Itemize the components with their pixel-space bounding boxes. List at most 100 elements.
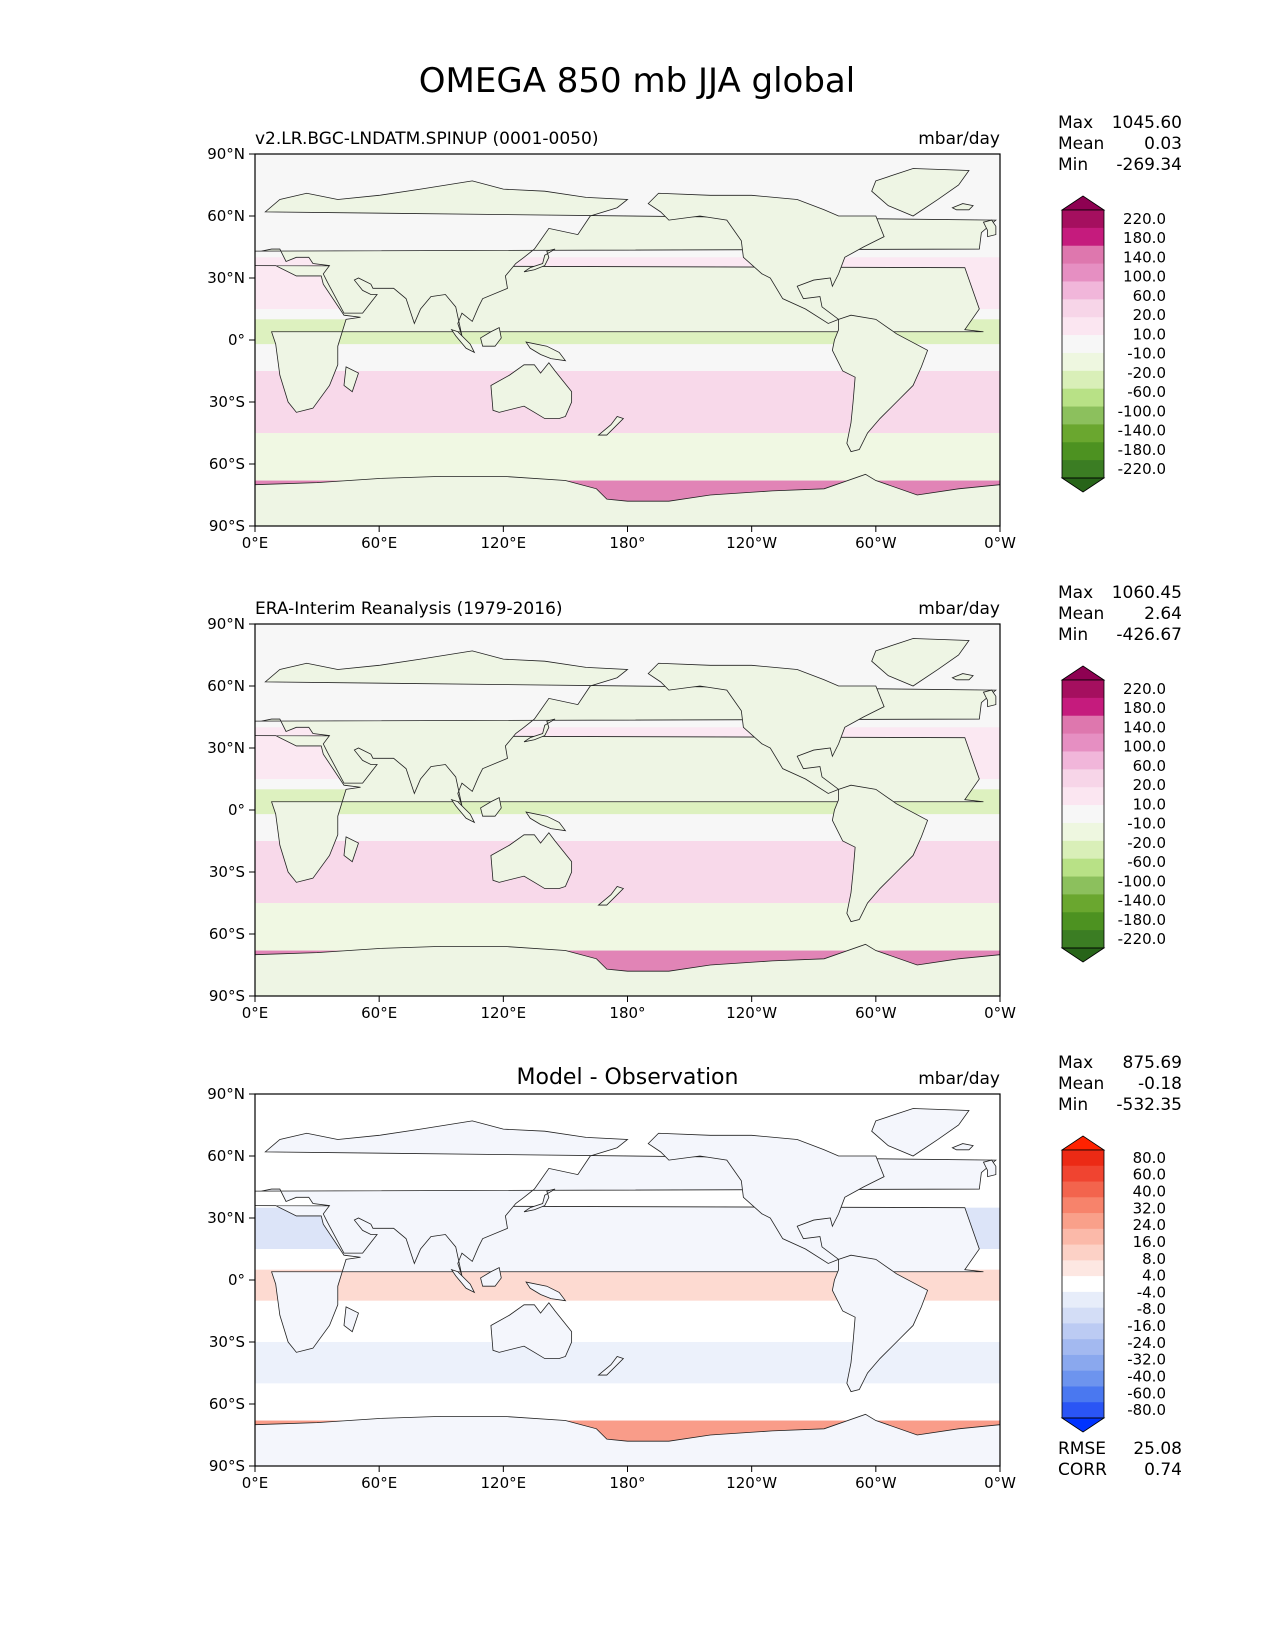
coastline (831, 314, 929, 453)
stat-label: Min (1058, 155, 1088, 175)
coastline (597, 1355, 625, 1376)
coastline (480, 327, 502, 347)
colorbar-segment (1062, 406, 1104, 425)
colorbar-extend-min (1060, 947, 1106, 963)
colorbar-segment (1062, 787, 1104, 806)
stat-value: 0.74 (1144, 1460, 1182, 1480)
colorbar-tick-label: -80.0 (1127, 1401, 1166, 1419)
stat-value: 2.64 (1144, 604, 1182, 624)
colorbar-tick-label: 32.0 (1133, 1199, 1166, 1217)
y-tick-label: 30°S (209, 1333, 245, 1351)
coastline (450, 328, 476, 354)
colorbar-segment (1062, 751, 1104, 770)
colorbar-segment (1062, 460, 1104, 479)
x-tick-label: 0°W (984, 1004, 1016, 1022)
coastline (831, 784, 929, 923)
colorbar-tick-label: 4.0 (1142, 1267, 1166, 1285)
colorbar-segment (1062, 299, 1104, 318)
stat-label: Mean (1058, 134, 1104, 154)
colorbar-segment (1062, 1291, 1104, 1309)
colorbar-segment (1062, 912, 1104, 931)
y-tick-label: 90°S (209, 1457, 245, 1475)
colorbar-tick-label: -20.0 (1127, 834, 1166, 852)
stat-value: 25.08 (1133, 1439, 1182, 1459)
colorbar-segment (1062, 1228, 1104, 1246)
panel-title: ERA-Interim Reanalysis (1979-2016) (255, 599, 563, 619)
panel-units: mbar/day (918, 599, 1000, 619)
colorbar-extend-min (1060, 477, 1106, 493)
stat-label: Min (1058, 1095, 1088, 1115)
coastline (450, 798, 476, 824)
x-tick-label: 180° (609, 534, 645, 552)
coastline (525, 811, 567, 832)
colorbar-tick-label: 140.0 (1123, 248, 1166, 266)
stat-label: Max (1058, 1053, 1093, 1073)
stat-value: -532.35 (1116, 1095, 1182, 1115)
coastline (343, 1306, 359, 1333)
coastline (523, 248, 556, 273)
coastline (982, 1159, 997, 1178)
colorbar-segment (1062, 424, 1104, 443)
colorbar-tick-label: -60.0 (1127, 1384, 1166, 1402)
y-tick-label: 90°S (209, 517, 245, 535)
coastline (343, 366, 359, 393)
colorbar-segment (1062, 352, 1104, 372)
stat-value: 1060.45 (1112, 583, 1182, 603)
colorbar-tick-label: -8.0 (1137, 1300, 1166, 1318)
colorbar-tick-label: -220.0 (1118, 930, 1166, 948)
y-tick-label: 90°N (207, 145, 245, 163)
colorbar-segment (1062, 1370, 1104, 1387)
coastline (255, 943, 1000, 996)
colorbar-segment (1062, 1354, 1104, 1372)
colorbar-segment (1062, 1181, 1104, 1198)
stat-label: Max (1058, 113, 1093, 133)
map-field (255, 624, 1000, 996)
colorbar-segment (1062, 876, 1104, 895)
colorbar-tick-label: -40.0 (1127, 1367, 1166, 1385)
panel-title: Model - Observation (517, 1065, 739, 1090)
colorbar-tick-label: -4.0 (1137, 1283, 1166, 1301)
colorbar-segment (1062, 697, 1104, 717)
colorbar-tick-label: 20.0 (1133, 306, 1166, 324)
stat-value: 1045.60 (1112, 113, 1182, 133)
x-tick-label: 60°W (855, 534, 897, 552)
colorbar-tick-label: -32.0 (1127, 1351, 1166, 1369)
coastline (490, 1302, 573, 1359)
colorbar-tick-label: -60.0 (1127, 853, 1166, 871)
colorbar-tick-label: 100.0 (1123, 268, 1166, 286)
coastline (523, 1188, 556, 1213)
coastline (871, 638, 970, 687)
colorbar-segment (1062, 858, 1104, 878)
colorbar-segment (1062, 1276, 1104, 1293)
y-tick-label: 60°N (207, 1147, 245, 1165)
colorbar-tick-label: -60.0 (1127, 383, 1166, 401)
coastline (480, 797, 502, 817)
panel-units: mbar/day (918, 129, 1000, 149)
colorbar-tick-label: 10.0 (1133, 795, 1166, 813)
y-tick-label: 30°S (209, 863, 245, 881)
x-tick-label: 120°W (726, 1004, 777, 1022)
colorbar-segment (1062, 822, 1104, 842)
y-tick-label: 60°S (209, 925, 245, 943)
coastline (871, 1108, 970, 1157)
panel-units: mbar/day (918, 1069, 1000, 1089)
x-tick-label: 120°W (726, 1474, 777, 1492)
stat-label: Min (1058, 625, 1088, 645)
stat-value: -269.34 (1116, 155, 1182, 175)
colorbar-segment (1062, 930, 1104, 949)
colorbar: 80.060.040.032.024.016.08.04.0-4.0-8.0-1… (1060, 1135, 1166, 1433)
colorbar-tick-label: 40.0 (1133, 1183, 1166, 1201)
stat-label: RMSE (1058, 1439, 1106, 1459)
stat-value: 0.03 (1144, 134, 1182, 154)
coastline (982, 219, 997, 238)
x-tick-label: 60°W (855, 1004, 897, 1022)
colorbar-tick-label: 80.0 (1133, 1149, 1166, 1167)
coastline (450, 1268, 476, 1294)
colorbar-segment (1062, 210, 1104, 229)
panels: 0°E 60°E 120°E 180° 120°W 60°W 0°W 90°N 60°N 30°N… (207, 113, 1182, 1492)
x-tick-label: 60°E (361, 1004, 397, 1022)
colorbar-segment (1062, 1260, 1104, 1277)
colorbar-segment (1062, 1402, 1104, 1419)
stat-label: CORR (1058, 1460, 1107, 1480)
